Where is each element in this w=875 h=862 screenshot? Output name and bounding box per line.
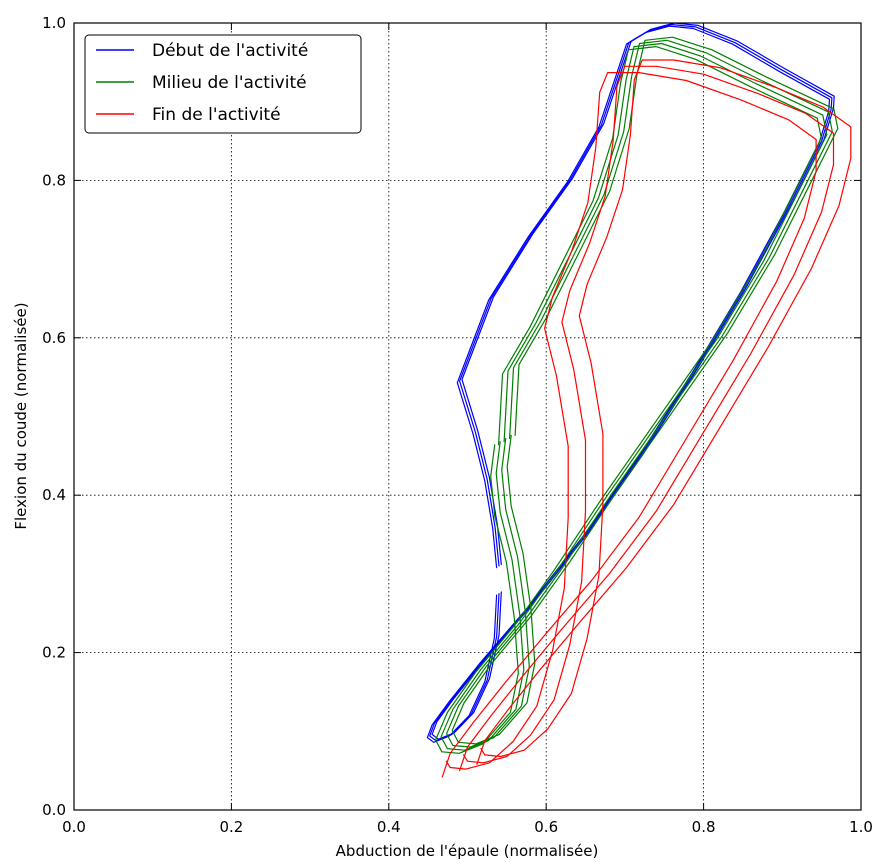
x-tick-label: 0.8	[692, 818, 716, 836]
series-line-1-loop-2	[446, 39, 833, 748]
y-tick-label: 0.8	[42, 171, 66, 189]
series-line-2-loop-2	[476, 59, 852, 765]
y-tick-label: 0.2	[42, 644, 66, 662]
tick-labels: 0.0 0.2 0.4 0.6 0.8 1.0 0.0 0.2 0.4 0.6 0.8 1.0	[42, 14, 873, 836]
legend-box	[84, 34, 362, 134]
y-tick-label: 0.4	[42, 486, 66, 504]
series-line-1-loop-1	[440, 42, 828, 751]
x-axis-label: Abduction de l'épaule (normalisée)	[336, 842, 599, 860]
legend: Début de l'activité Milieu de l'activité…	[84, 34, 362, 134]
series-line-2-loop-1	[459, 65, 835, 772]
series-line-2-loop-0	[441, 72, 817, 778]
legend-label-fin: Fin de l'activité	[152, 105, 281, 125]
ticks	[73, 22, 862, 811]
plot-lines	[426, 22, 852, 778]
x-tick-label: 0.4	[377, 818, 401, 836]
y-axis-label: Flexion du coude (normalisée)	[12, 302, 30, 529]
series-line-0-loop-1	[429, 24, 833, 742]
legend-label-debut: Début de l'activité	[152, 41, 308, 61]
y-tick-label: 1.0	[42, 14, 66, 32]
y-tick-label: 0.0	[42, 801, 66, 819]
x-tick-label: 0.6	[534, 818, 558, 836]
plot-frame	[73, 22, 862, 811]
x-tick-label: 0.2	[219, 818, 243, 836]
series-line-1-loop-0	[435, 46, 822, 754]
legend-label-milieu: Milieu de l'activité	[152, 73, 307, 93]
x-tick-label: 1.0	[849, 818, 873, 836]
y-tick-label: 0.6	[42, 329, 66, 347]
x-tick-label: 0.0	[62, 818, 86, 836]
